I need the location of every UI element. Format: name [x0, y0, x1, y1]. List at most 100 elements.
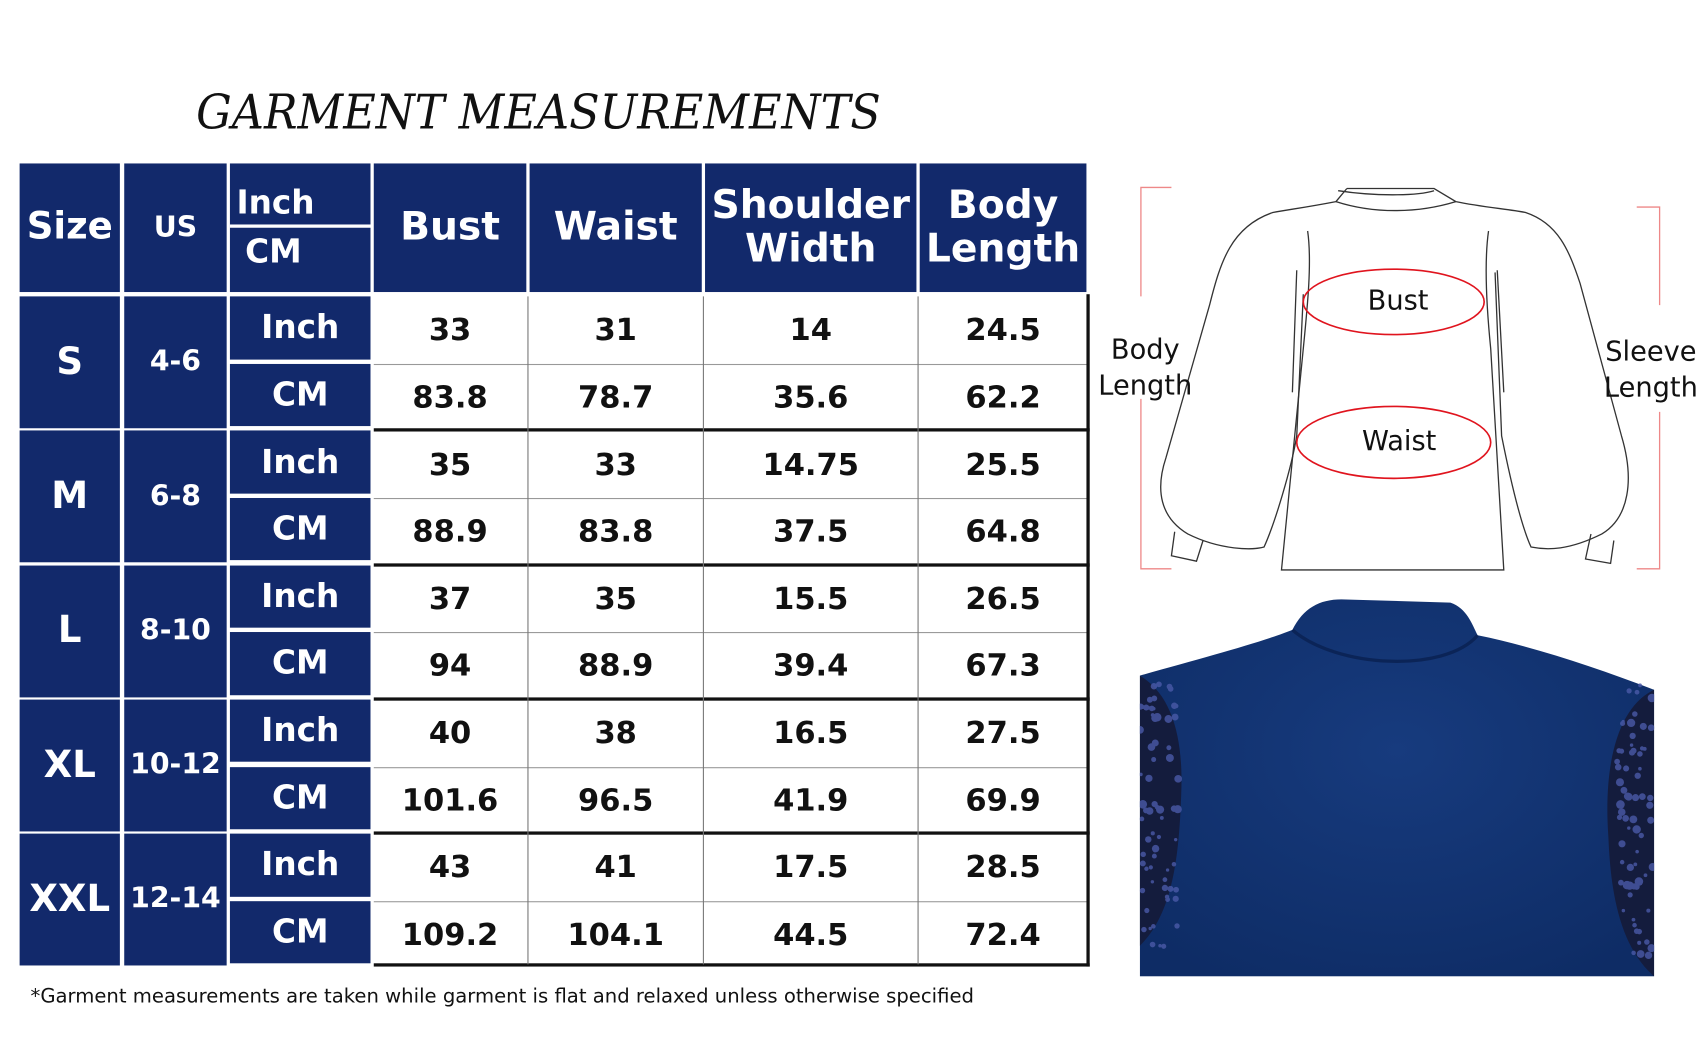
- inch-value-cell: 25.5: [965, 446, 1041, 483]
- sequin: [1151, 853, 1157, 859]
- sequin: [1147, 743, 1156, 751]
- sequin: [1164, 715, 1173, 723]
- sequin: [1151, 800, 1158, 808]
- sequin: [1623, 765, 1630, 772]
- cm-value-cell: 109.2: [401, 916, 499, 953]
- sequin: [1146, 696, 1153, 703]
- cm-value-cell: 41.9: [773, 782, 849, 819]
- sequin: [1638, 683, 1642, 688]
- cm-value-cell: 78.7: [578, 379, 654, 416]
- sequin: [1614, 763, 1622, 771]
- sequin: [1647, 693, 1655, 703]
- sequin: [1646, 908, 1651, 913]
- sleeve-length-label: Sleeve Length: [1603, 335, 1698, 403]
- sequin: [1173, 886, 1179, 893]
- sequin: [1628, 749, 1636, 756]
- inch-value-cell: 17.5: [773, 849, 849, 886]
- sequin: [1618, 840, 1626, 848]
- sequin: [1616, 814, 1623, 820]
- sequin: [1161, 943, 1167, 949]
- sequin: [1620, 786, 1628, 794]
- sequin: [1158, 943, 1162, 948]
- cm-value-cell: 104.1: [567, 916, 664, 953]
- row-divider: [373, 632, 1088, 634]
- cm-value-cell: 67.3: [965, 647, 1041, 684]
- inch-value-cell: 26.5: [965, 580, 1041, 617]
- sequin: [1633, 883, 1640, 890]
- sequin: [1156, 805, 1165, 814]
- cm-value-cell: 64.8: [965, 513, 1041, 550]
- sequin: [1626, 688, 1632, 694]
- column-divider: [702, 296, 704, 965]
- sequin: [1150, 831, 1155, 836]
- sequin: [1140, 851, 1146, 858]
- bust-label: Bust: [1367, 284, 1429, 317]
- sequin: [1164, 894, 1170, 900]
- sequin: [1647, 816, 1655, 824]
- us-size-cell: 12-14: [124, 833, 227, 966]
- unit-cm-cell: CM: [229, 766, 371, 830]
- sequin: [1167, 686, 1174, 692]
- inch-value-cell: 37: [428, 580, 472, 617]
- sequin: [1161, 884, 1169, 892]
- inch-value-cell: 14.75: [762, 446, 859, 483]
- sequin: [1627, 826, 1631, 830]
- inch-value-cell: 33: [428, 311, 472, 348]
- sequin: [1629, 732, 1636, 739]
- sequin: [1151, 757, 1157, 763]
- sequin: [1643, 873, 1648, 878]
- sequin: [1634, 772, 1641, 779]
- us-size-cell: 6-8: [124, 430, 227, 563]
- sequin: [1151, 924, 1156, 929]
- inch-value-cell: 40: [428, 715, 472, 752]
- footnote: *Garment measurements are taken while ga…: [30, 985, 974, 1008]
- sequin: [1648, 862, 1655, 872]
- sequin: [1638, 766, 1642, 771]
- inch-value-cell: 15.5: [773, 580, 849, 617]
- sequin: [1156, 681, 1162, 688]
- sequin: [1139, 772, 1143, 777]
- sequin: [1634, 877, 1644, 886]
- row-divider: [373, 900, 1088, 903]
- sequin: [1622, 815, 1629, 822]
- sequin: [1630, 816, 1637, 823]
- sequin: [1644, 951, 1653, 960]
- sequin: [1162, 877, 1168, 883]
- shirt-outline: [1160, 187, 1629, 571]
- sequin: [1139, 887, 1146, 894]
- unit-inch-cell: Inch: [229, 833, 371, 897]
- unit-inch-cell: Inch: [229, 565, 371, 628]
- sequin: [1617, 808, 1626, 816]
- table-bottom-border: [373, 963, 1090, 967]
- sequin: [1615, 778, 1625, 787]
- cm-value-cell: 44.5: [773, 916, 849, 953]
- size-cell: M: [19, 430, 120, 563]
- sequin: [1171, 861, 1177, 867]
- sequin: [1619, 748, 1625, 754]
- sequin: [1624, 792, 1633, 801]
- sequin: [1165, 754, 1174, 762]
- sequin: [1139, 799, 1148, 809]
- sequin: [1646, 801, 1654, 809]
- sequin: [1153, 848, 1157, 853]
- sequin: [1618, 879, 1624, 886]
- sequin: [1165, 868, 1170, 872]
- sequin: [1150, 713, 1155, 717]
- cm-value-cell: 62.2: [965, 379, 1041, 416]
- cm-value-cell: 94: [428, 647, 472, 684]
- product-photo: [1139, 599, 1655, 977]
- unit-cm-cell: CM: [229, 900, 371, 964]
- sequin: [1149, 941, 1156, 948]
- sequin: [1639, 722, 1647, 730]
- inch-value-cell: 16.5: [773, 715, 849, 752]
- sequin: [1145, 774, 1153, 782]
- header-size: Size: [19, 163, 120, 293]
- row-divider: [373, 363, 1088, 365]
- header-shoulder-width: Shoulder Width: [705, 163, 917, 293]
- inch-value-cell: 38: [594, 715, 637, 752]
- group-divider: [373, 428, 1090, 432]
- garment-diagram: [1140, 186, 1661, 571]
- body-length-label: Body Length: [1098, 333, 1193, 401]
- sequin: [1635, 849, 1639, 854]
